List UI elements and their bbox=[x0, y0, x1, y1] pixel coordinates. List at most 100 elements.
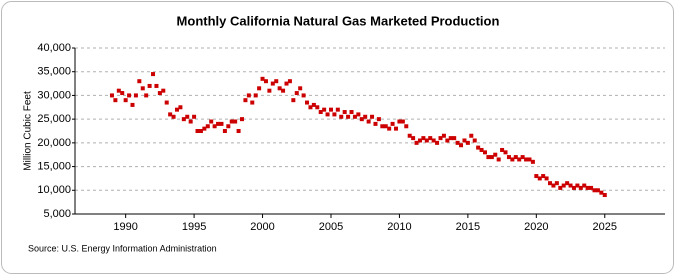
data-point bbox=[548, 181, 553, 186]
data-point bbox=[435, 140, 440, 145]
data-point bbox=[380, 124, 385, 129]
data-point bbox=[417, 138, 422, 143]
data-point bbox=[185, 114, 190, 119]
data-point bbox=[263, 79, 268, 84]
data-point bbox=[287, 79, 292, 84]
data-point bbox=[157, 91, 162, 96]
data-point bbox=[472, 138, 477, 143]
data-point bbox=[493, 152, 498, 157]
x-tick-label: 2015 bbox=[456, 221, 480, 233]
data-point bbox=[558, 185, 563, 190]
y-tick-label: 35,000 bbox=[37, 66, 71, 78]
data-point bbox=[400, 119, 405, 124]
data-point bbox=[130, 102, 135, 107]
data-point bbox=[140, 86, 145, 91]
data-point bbox=[281, 88, 286, 93]
data-point bbox=[359, 117, 364, 122]
data-point bbox=[349, 110, 354, 115]
data-point bbox=[469, 133, 474, 138]
data-point bbox=[356, 112, 361, 117]
data-point bbox=[506, 155, 511, 160]
data-point bbox=[510, 157, 515, 162]
data-point bbox=[373, 121, 378, 126]
data-point bbox=[322, 107, 327, 112]
data-point bbox=[363, 114, 368, 119]
data-point bbox=[133, 93, 138, 98]
data-point bbox=[397, 119, 402, 124]
data-point bbox=[226, 124, 231, 129]
data-point bbox=[311, 102, 316, 107]
data-point bbox=[411, 136, 416, 141]
data-point bbox=[551, 183, 556, 188]
data-point bbox=[233, 119, 238, 124]
data-point bbox=[151, 72, 156, 77]
data-point bbox=[589, 185, 594, 190]
y-tick-label: 10,000 bbox=[37, 184, 71, 196]
x-tick-label: 1990 bbox=[113, 221, 137, 233]
data-point bbox=[274, 79, 279, 84]
data-point bbox=[328, 107, 333, 112]
data-point bbox=[181, 117, 186, 122]
data-point bbox=[517, 157, 522, 162]
data-point bbox=[205, 124, 210, 129]
data-point bbox=[575, 183, 580, 188]
data-point bbox=[568, 183, 573, 188]
x-tick-label: 2020 bbox=[524, 221, 548, 233]
data-point bbox=[116, 88, 121, 93]
data-point bbox=[414, 140, 419, 145]
data-point bbox=[476, 145, 481, 150]
data-point bbox=[520, 155, 525, 160]
data-point bbox=[335, 107, 340, 112]
data-point bbox=[479, 147, 484, 152]
chart-title: Monthly California Natural Gas Marketed … bbox=[177, 13, 500, 28]
data-point bbox=[366, 119, 371, 124]
data-point bbox=[438, 136, 443, 141]
data-point bbox=[599, 190, 604, 195]
data-point bbox=[404, 124, 409, 129]
data-point bbox=[209, 119, 214, 124]
data-point bbox=[298, 86, 303, 91]
data-point bbox=[602, 193, 607, 198]
source-note: Source: U.S. Energy Information Administ… bbox=[28, 243, 217, 253]
data-point bbox=[198, 129, 203, 133]
data-point bbox=[147, 83, 152, 88]
data-point bbox=[459, 143, 464, 148]
data-point bbox=[452, 136, 457, 141]
data-point bbox=[270, 81, 275, 86]
data-point bbox=[465, 140, 470, 145]
data-point bbox=[277, 86, 282, 91]
data-point bbox=[503, 150, 508, 155]
data-point bbox=[592, 188, 597, 193]
data-point bbox=[462, 138, 467, 143]
data-point bbox=[137, 79, 142, 84]
x-tick-label: 2025 bbox=[593, 221, 617, 233]
data-point bbox=[527, 157, 532, 162]
data-point bbox=[383, 124, 388, 129]
data-point bbox=[174, 107, 179, 112]
data-point bbox=[500, 147, 505, 152]
data-point bbox=[154, 83, 159, 88]
data-point bbox=[246, 93, 251, 98]
data-point bbox=[240, 117, 245, 122]
data-point bbox=[202, 126, 207, 131]
x-tick-label: 2010 bbox=[387, 221, 411, 233]
data-point bbox=[554, 181, 559, 186]
data-point bbox=[544, 176, 549, 181]
data-point bbox=[236, 129, 241, 133]
data-point bbox=[308, 105, 313, 110]
data-point bbox=[390, 121, 395, 126]
data-point bbox=[171, 114, 176, 119]
y-axis-label: Million Cubic Feet bbox=[23, 91, 34, 171]
data-point bbox=[421, 136, 426, 141]
data-point bbox=[229, 119, 234, 124]
data-point bbox=[342, 110, 347, 115]
data-point bbox=[178, 105, 183, 110]
data-point bbox=[127, 93, 132, 98]
y-tick-label: 20,000 bbox=[37, 137, 71, 149]
data-point bbox=[582, 183, 587, 188]
data-point bbox=[168, 112, 173, 117]
data-point bbox=[346, 114, 351, 119]
data-point bbox=[407, 133, 412, 138]
